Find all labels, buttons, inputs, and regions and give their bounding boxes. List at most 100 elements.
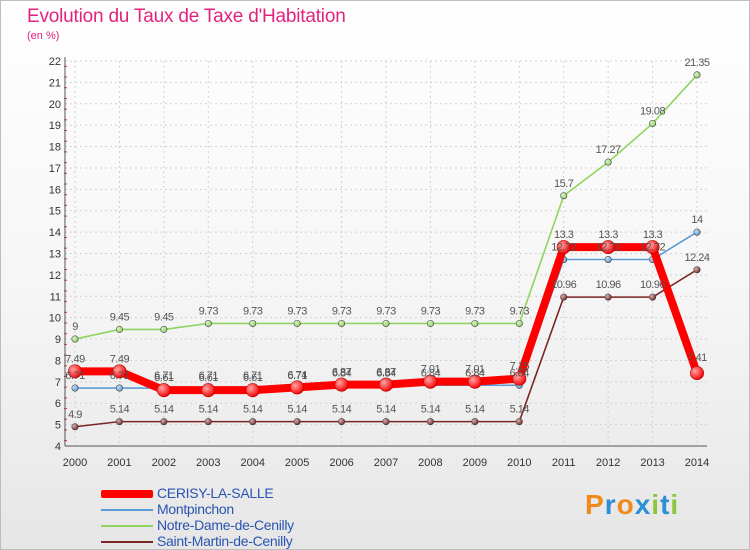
data-point-highlight [379, 378, 393, 392]
data-label: 5.14 [421, 404, 441, 416]
data-point-highlight [693, 71, 701, 79]
legend-label-montpinchon: Montpinchon [157, 501, 234, 517]
data-point-highlight [604, 158, 612, 166]
logo-letter: o [616, 489, 635, 520]
data-point-highlight [116, 384, 123, 392]
data-label: 19.08 [640, 105, 665, 117]
data-point-highlight [382, 418, 390, 425]
data-point-highlight [201, 383, 215, 397]
x-tick-label: 2009 [463, 457, 487, 469]
data-point-highlight [423, 375, 437, 389]
data-label: 7.41 [687, 352, 707, 364]
y-tick-label: 21 [49, 77, 61, 89]
data-label: 9.73 [332, 305, 352, 317]
data-label: 9.73 [376, 305, 396, 317]
logo-letter: P [585, 489, 605, 520]
y-tick-label: 13 [49, 249, 61, 261]
y-tick-label: 10 [49, 313, 61, 325]
legend-swatch-montpinchon [101, 509, 153, 511]
data-point-highlight [249, 320, 256, 327]
data-label: 6.61 [199, 372, 219, 384]
data-point-highlight [693, 228, 701, 236]
data-point-highlight [601, 240, 615, 254]
y-tick-label: 11 [50, 291, 61, 303]
data-label: 6.71 [199, 370, 219, 382]
data-label: 5.14 [332, 404, 352, 416]
data-point-highlight [604, 256, 612, 263]
y-tick-label: 9 [55, 334, 61, 346]
data-label: 6.61 [243, 372, 263, 384]
data-point-highlight [516, 320, 523, 327]
data-point-highlight [604, 293, 612, 301]
data-point-highlight [71, 335, 79, 343]
x-tick-label: 2002 [152, 457, 176, 469]
data-point-highlight [249, 418, 256, 425]
data-label: 6.87 [376, 367, 396, 379]
data-label: 9.73 [465, 305, 485, 317]
data-label: 5.14 [199, 404, 219, 416]
y-tick-label: 12 [49, 270, 61, 282]
data-point-highlight [293, 418, 301, 425]
x-tick-label: 2013 [640, 457, 664, 469]
data-point-highlight [690, 366, 704, 380]
x-tick-label: 2008 [418, 457, 442, 469]
data-label: 5.14 [110, 404, 130, 416]
data-point-highlight [557, 240, 571, 254]
data-label: 7.01 [421, 364, 441, 376]
data-label: 7.01 [465, 364, 485, 376]
data-point-highlight [427, 418, 434, 425]
data-point-highlight [71, 423, 79, 430]
data-label: 17.27 [596, 144, 621, 156]
y-tick-label: 22 [49, 56, 61, 68]
data-point-highlight [290, 380, 304, 394]
data-label: 21.35 [684, 57, 709, 69]
y-tick-label: 20 [49, 99, 61, 111]
legend-swatch-saint-martin [101, 541, 153, 543]
x-tick-label: 2004 [240, 457, 264, 469]
data-label: 9.73 [199, 305, 219, 317]
chart-title: Evolution du Taux de Taxe d'Habitation [27, 6, 346, 27]
y-tick-label: 8 [55, 355, 61, 367]
y-tick-label: 15 [49, 206, 61, 218]
data-label: 10.96 [596, 279, 621, 291]
legend-swatch-notre-dame [101, 525, 153, 527]
data-label: 4.9 [68, 409, 82, 421]
data-label: 13.3 [598, 229, 618, 241]
data-label: 5.14 [154, 404, 174, 416]
data-label: 15.7 [554, 178, 574, 190]
data-label: 6.74 [287, 369, 307, 381]
data-label: 9.73 [243, 305, 263, 317]
x-tick-label: 2001 [107, 457, 131, 469]
data-point-highlight [468, 375, 482, 389]
chart-unit-label: (en %) [27, 30, 60, 42]
legend-label-notre-dame: Notre-Dame-de-Cenilly [157, 517, 294, 533]
x-tick-label: 2003 [196, 457, 220, 469]
data-point-highlight [160, 326, 168, 333]
data-label: 5.14 [510, 404, 530, 416]
data-point-highlight [205, 418, 212, 425]
data-label: 6.87 [332, 367, 352, 379]
data-point-highlight [246, 383, 260, 397]
data-label: 6.61 [154, 372, 174, 384]
y-tick-label: 18 [49, 142, 61, 154]
data-label: 6.71 [110, 370, 130, 382]
data-label: 5.14 [376, 404, 396, 416]
data-label: 12.72 [551, 241, 576, 253]
data-label: 6.84 [465, 367, 485, 379]
data-point-highlight [338, 418, 345, 425]
data-point-highlight [335, 378, 349, 392]
data-label: 14 [691, 214, 703, 226]
y-tick-label: 5 [55, 420, 61, 432]
data-label: 10.96 [551, 279, 576, 291]
x-tick-label: 2005 [285, 457, 309, 469]
data-label: 6.84 [376, 367, 396, 379]
y-tick-label: 7 [55, 377, 61, 389]
data-point-highlight [71, 384, 79, 392]
data-label: 5.14 [287, 404, 307, 416]
data-label: 7.49 [110, 353, 130, 365]
data-label: 9.45 [154, 311, 174, 323]
x-tick-label: 2010 [507, 457, 531, 469]
x-tick-label: 2006 [329, 457, 353, 469]
data-label: 6.71 [243, 370, 263, 382]
